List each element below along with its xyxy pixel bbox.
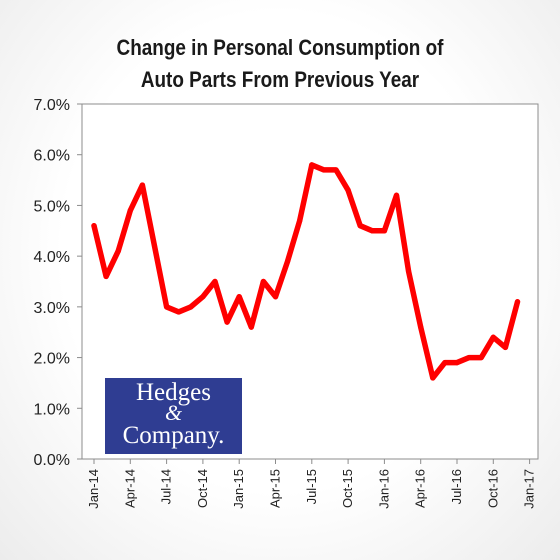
data-point bbox=[164, 304, 170, 310]
data-point bbox=[466, 354, 472, 361]
data-point bbox=[418, 324, 424, 330]
data-point bbox=[369, 228, 375, 234]
x-tick-label: Oct-14 bbox=[195, 469, 210, 508]
y-tick-label: 5.0% bbox=[34, 198, 70, 215]
data-point bbox=[236, 294, 242, 300]
series-layer bbox=[91, 162, 521, 381]
data-point bbox=[285, 258, 291, 264]
data-point bbox=[260, 278, 266, 285]
data-point bbox=[200, 294, 206, 300]
data-point bbox=[345, 187, 351, 193]
x-tick-label: Apr-15 bbox=[268, 469, 283, 508]
data-point bbox=[393, 192, 400, 198]
logo-ampersand: & bbox=[164, 400, 183, 425]
data-point bbox=[103, 273, 109, 280]
x-tick-label: Jan-14 bbox=[86, 469, 101, 509]
x-tick-label: Jul-16 bbox=[449, 469, 464, 504]
y-tick-label: 1.0% bbox=[34, 401, 70, 418]
data-point bbox=[139, 182, 145, 188]
y-axis: 0.0% 1.0% 2.0% 3.0% 4.0% 5.0% 6.0% 7.0% bbox=[34, 97, 82, 469]
data-point bbox=[430, 375, 436, 381]
data-point bbox=[357, 223, 363, 229]
logo-text-company: Company. bbox=[122, 422, 225, 449]
x-tick-label: Jul-15 bbox=[304, 469, 319, 504]
y-tick-label: 6.0% bbox=[34, 148, 70, 165]
data-point bbox=[115, 248, 121, 254]
data-point bbox=[309, 162, 315, 168]
data-point bbox=[272, 294, 279, 300]
data-point bbox=[248, 324, 254, 330]
x-tick-label: Jan-16 bbox=[376, 469, 391, 509]
chart-title-line-1: Change in Personal Consumption of bbox=[116, 35, 444, 60]
data-point bbox=[321, 167, 327, 173]
y-tick-label: 0.0% bbox=[34, 452, 70, 469]
x-axis: Jan-14 Apr-14 Jul-14 Oct-14 Jan-15 Apr-15 Jul-… bbox=[86, 459, 537, 509]
x-tick-label: Jan-17 bbox=[522, 469, 537, 509]
chart-title-line-2: Auto Parts From Previous Year bbox=[140, 67, 420, 92]
data-point bbox=[406, 268, 412, 274]
data-point bbox=[514, 299, 521, 305]
data-point bbox=[381, 228, 387, 234]
data-point bbox=[188, 304, 194, 310]
x-tick-label: Oct-15 bbox=[340, 469, 355, 508]
y-tick-label: 2.0% bbox=[34, 351, 70, 368]
data-point bbox=[127, 207, 133, 214]
data-point bbox=[212, 278, 218, 285]
data-point bbox=[91, 223, 97, 229]
y-tick-label: 3.0% bbox=[34, 300, 70, 317]
data-point bbox=[442, 360, 448, 366]
x-tick-label: Apr-16 bbox=[413, 469, 428, 508]
x-tick-label: Jan-15 bbox=[231, 469, 246, 509]
data-point bbox=[176, 309, 182, 315]
data-point bbox=[478, 354, 484, 361]
data-point bbox=[151, 243, 158, 249]
data-point bbox=[490, 334, 496, 340]
data-point bbox=[502, 344, 508, 351]
data-point bbox=[224, 319, 230, 325]
x-tick-label: Apr-14 bbox=[122, 469, 137, 508]
y-tick-label: 7.0% bbox=[34, 97, 70, 114]
chart-title: Change in Personal Consumption of Auto P… bbox=[39, 32, 521, 96]
data-point bbox=[333, 167, 339, 173]
hedges-company-logo: Hedges & Company. bbox=[105, 378, 242, 454]
x-tick-label: Oct-16 bbox=[485, 469, 500, 508]
logo-text-hedges: Hedges bbox=[136, 379, 211, 406]
data-point bbox=[297, 218, 303, 224]
data-point bbox=[454, 360, 460, 366]
x-tick-label: Jul-14 bbox=[159, 469, 174, 504]
y-tick-label: 4.0% bbox=[34, 249, 70, 266]
